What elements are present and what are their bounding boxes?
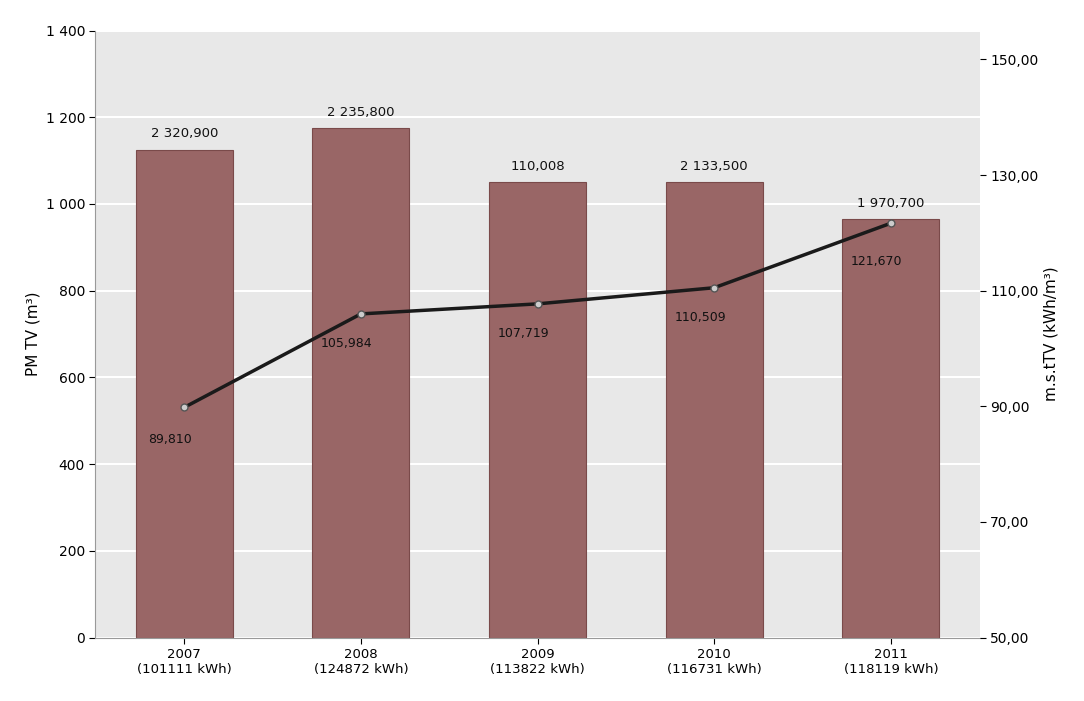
Text: 2 235,800: 2 235,800 bbox=[327, 106, 395, 118]
Bar bbox=[136, 150, 233, 638]
Text: 2 133,500: 2 133,500 bbox=[681, 160, 748, 172]
Text: 1 970,700: 1 970,700 bbox=[857, 196, 925, 210]
Y-axis label: PM TV (m³): PM TV (m³) bbox=[25, 292, 40, 376]
Bar bbox=[666, 182, 763, 638]
Y-axis label: m.s.tTV (kWh/m³): m.s.tTV (kWh/m³) bbox=[1044, 266, 1059, 402]
Bar bbox=[489, 182, 586, 638]
Bar bbox=[842, 219, 940, 638]
Text: 121,670: 121,670 bbox=[851, 255, 903, 268]
Text: 110,509: 110,509 bbox=[674, 311, 726, 324]
Text: 89,810: 89,810 bbox=[149, 433, 192, 447]
Text: 105,984: 105,984 bbox=[321, 337, 373, 350]
Text: 107,719: 107,719 bbox=[498, 327, 550, 340]
Text: 2 320,900: 2 320,900 bbox=[151, 127, 218, 140]
Bar bbox=[312, 128, 410, 638]
Text: 110,008: 110,008 bbox=[511, 160, 565, 172]
